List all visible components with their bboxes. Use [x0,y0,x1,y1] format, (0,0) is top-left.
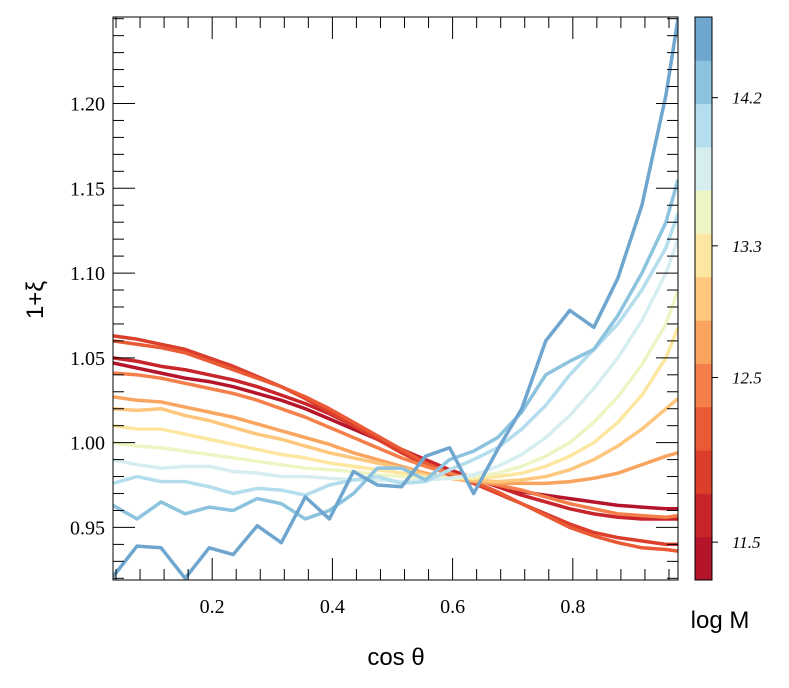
colorbar-band [695,276,712,321]
colorbar-label: log M [691,607,750,634]
colorbar-band [695,103,712,148]
colorbar-band [695,190,712,235]
colorbar-tick-label: 11.5 [732,533,761,552]
colorbar-band [695,233,712,278]
x-tick-label: 0.2 [200,596,225,618]
plot-frame [112,16,679,581]
y-tick-label: 1.15 [70,178,105,200]
series-line [113,339,678,553]
colorbar-band [695,60,712,105]
y-axis-label: 1+ξ [22,281,49,319]
colorbar-tick-label: 14.2 [732,89,762,108]
colorbar-band [695,320,712,364]
y-tick-label: 1.00 [70,433,105,455]
series-line [113,18,678,580]
series-line [113,334,678,547]
x-axis-label: cos θ [367,644,424,671]
series-line [113,326,678,480]
series-line [113,179,678,521]
x-tick-label: 0.6 [440,596,465,618]
y-tick-label: 1.20 [70,93,105,115]
series-line [113,395,678,486]
colorbar-band [695,146,712,191]
colorbar-band [695,363,712,408]
colorbar-frame [694,16,713,581]
plot-lines [113,18,678,580]
colorbar-band [695,493,712,538]
y-tick-label: 1.05 [70,348,105,370]
colorbar-band [695,450,712,494]
colorbar-band [695,17,712,61]
y-tick-label: 0.95 [70,517,105,539]
colorbar-band [695,406,712,451]
colorbar-band [695,536,712,581]
y-tick-label: 1.10 [70,263,105,285]
series-line [113,371,678,520]
colorbar-tick-label: 12.5 [732,369,762,388]
x-tick-label: 0.4 [320,596,345,618]
x-tick-label: 0.8 [560,596,585,618]
colorbar-tick-label: 13.3 [732,237,762,256]
series-line [113,289,678,480]
